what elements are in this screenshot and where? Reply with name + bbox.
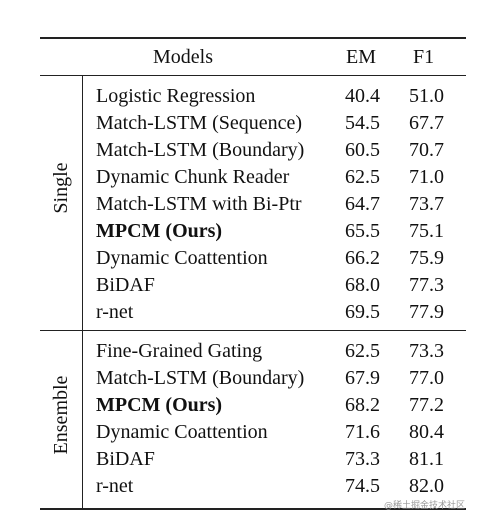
table-row-em: 64.7 [345, 193, 380, 215]
table-row-f1: 73.7 [409, 193, 444, 215]
header-rule [40, 75, 466, 76]
table-bottom-rule [40, 508, 466, 510]
table-row-em: 74.5 [345, 475, 380, 497]
table-row-em: 60.5 [345, 139, 380, 161]
table-row-f1: 82.0 [409, 475, 444, 497]
table-row-f1: 77.2 [409, 394, 444, 416]
table-row-em: 65.5 [345, 220, 380, 242]
table-row-f1: 77.3 [409, 274, 444, 296]
table-row-model: BiDAF [96, 274, 155, 296]
table-row-f1: 70.7 [409, 139, 444, 161]
watermark: @稀土掘金技术社区 [383, 501, 465, 511]
table-row-model: Match-LSTM (Sequence) [96, 112, 303, 134]
table-row-em: 71.6 [345, 421, 380, 443]
table-row-em: 67.9 [345, 367, 380, 389]
table-row-model: MPCM (Ours) [96, 394, 223, 416]
table-row-em: 73.3 [345, 448, 380, 470]
table-row-model: Logistic Regression [96, 85, 256, 107]
header-models: Models [153, 46, 213, 68]
table-row-model: Fine-Grained Gating [96, 340, 263, 362]
header-f1: F1 [413, 46, 435, 68]
table-row-model: r-net [96, 475, 134, 497]
table-row-model: Dynamic Coattention [96, 247, 268, 269]
table-row-f1: 81.1 [409, 448, 444, 470]
header-em: EM [346, 46, 376, 68]
table-row-f1: 77.9 [409, 301, 444, 323]
table-row-em: 68.2 [345, 394, 380, 416]
table-row-f1: 71.0 [409, 166, 444, 188]
table-row-model: BiDAF [96, 448, 155, 470]
table-row-em: 69.5 [345, 301, 380, 323]
table-row-f1: 75.1 [409, 220, 444, 242]
table-row-model: r-net [96, 301, 134, 323]
group-column-divider [82, 76, 83, 508]
table-row-model: Match-LSTM (Boundary) [96, 367, 305, 389]
table-row-f1: 75.9 [409, 247, 444, 269]
table-top-rule [40, 37, 466, 39]
table-row-f1: 77.0 [409, 367, 444, 389]
table-row-model: Dynamic Chunk Reader [96, 166, 290, 188]
table-row-em: 54.5 [345, 112, 380, 134]
table-row-em: 62.5 [345, 340, 380, 362]
group-label-ensemble: Ensemble [50, 375, 72, 455]
table-row-em: 40.4 [345, 85, 380, 107]
group-separator-rule [40, 330, 466, 331]
table-row-em: 62.5 [345, 166, 380, 188]
table-row-em: 66.2 [345, 247, 380, 269]
table-row-f1: 73.3 [409, 340, 444, 362]
table-row-f1: 80.4 [409, 421, 444, 443]
group-label-single: Single [50, 162, 72, 214]
table-row-em: 68.0 [345, 274, 380, 296]
table-row-model: Match-LSTM (Boundary) [96, 139, 305, 161]
table-row-model: Dynamic Coattention [96, 421, 268, 443]
table-row-model: Match-LSTM with Bi-Ptr [96, 193, 302, 215]
table-row-model: MPCM (Ours) [96, 220, 223, 242]
table-row-f1: 51.0 [409, 85, 444, 107]
table-row-f1: 67.7 [409, 112, 444, 134]
